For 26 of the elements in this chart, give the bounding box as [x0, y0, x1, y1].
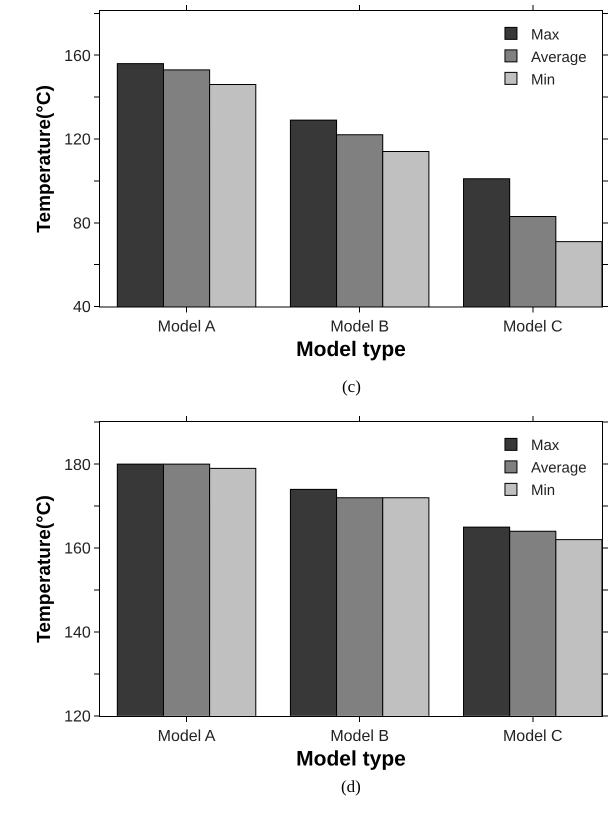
legend-label: Min	[530, 482, 556, 500]
y-tick-label: 120	[64, 708, 91, 726]
y-tick-label: 160	[64, 540, 91, 558]
x-axis-title: Model type	[296, 338, 406, 361]
text: (d)	[341, 777, 361, 796]
legend-label: Average	[530, 48, 587, 66]
legend-label: Max	[530, 26, 560, 44]
y-tick-label: 40	[73, 299, 91, 316]
y-tick-label: 160	[64, 48, 91, 65]
y-tick-label: 120	[64, 132, 91, 149]
y-tick-label: 80	[73, 215, 91, 232]
x-tick-label: Model C	[502, 318, 563, 336]
y-tick-label: 140	[64, 624, 91, 642]
x-tick-label: Model C	[502, 728, 563, 746]
y-axis-title: Temperature(°C)	[34, 85, 55, 233]
y-axis-title: Temperature(°C)	[34, 495, 55, 643]
legend-label: Min	[530, 71, 556, 88]
x-tick-label: Model A	[158, 728, 216, 746]
legend-label: Average	[530, 460, 587, 477]
legend-label: Max	[530, 437, 560, 454]
x-tick-label: Model B	[330, 728, 390, 746]
x-axis-title: Model type	[296, 747, 406, 770]
x-tick-label: Model A	[158, 318, 216, 336]
y-tick-label: 180	[64, 456, 91, 474]
x-tick-label: Model B	[330, 318, 390, 336]
text: (c)	[342, 377, 361, 396]
